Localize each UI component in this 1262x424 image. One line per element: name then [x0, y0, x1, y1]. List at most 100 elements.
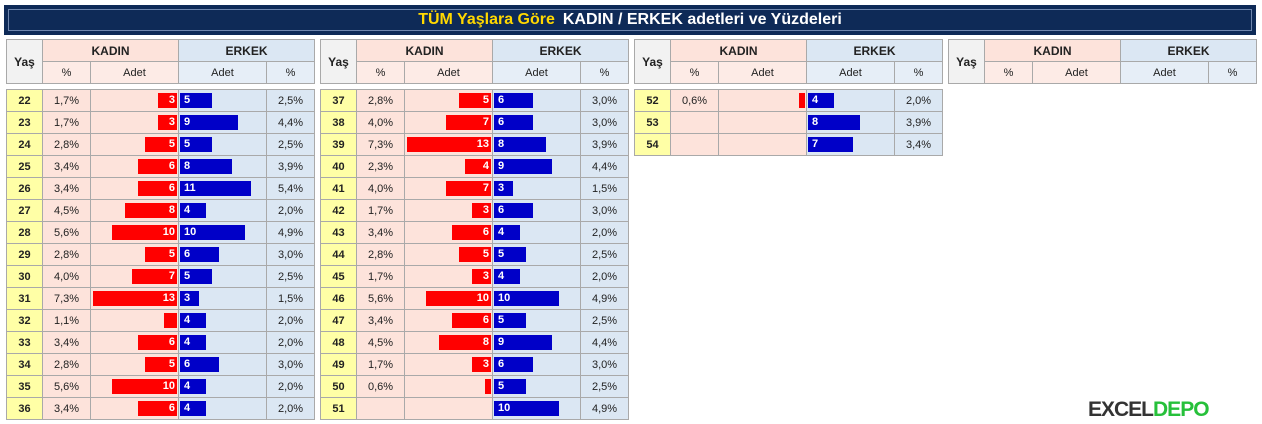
yas-header: Yaş — [6, 39, 43, 84]
kadin-bar: 8 — [125, 203, 177, 218]
table-row: 47 3,4% 6 5 2,5% — [320, 309, 629, 332]
erkek-bar: 9 — [494, 335, 552, 350]
age-cell: 25 — [6, 155, 43, 178]
excel-depo-logo: EXCELDEPO — [1088, 398, 1210, 421]
erkek-pct-cell: 3,0% — [580, 111, 629, 134]
kadin-pct-cell: 4,5% — [42, 199, 91, 222]
table-row: 22 1,7% 3 5 2,5% — [6, 89, 315, 112]
erkek-bar: 3 — [494, 181, 513, 196]
kadin-bar: 10 — [426, 291, 491, 306]
table-row: 34 2,8% 5 6 3,0% — [6, 353, 315, 376]
table-row: 33 3,4% 6 4 2,0% — [6, 331, 315, 354]
age-cell: 54 — [634, 133, 671, 156]
erkek-bar: 5 — [494, 247, 526, 262]
age-cell: 35 — [6, 375, 43, 398]
table-row: 50 0,6% 5 2,5% — [320, 375, 629, 398]
kadin-bar: 5 — [145, 247, 177, 262]
erkek-adet-cell: 3 — [492, 177, 581, 200]
table-row: 38 4,0% 7 6 3,0% — [320, 111, 629, 134]
kadin-adet-cell: 5 — [90, 353, 179, 376]
kadin-adet-cell: 3 — [90, 111, 179, 134]
erkek-pct-cell: 3,0% — [266, 353, 315, 376]
table-row: 28 5,6% 10 10 4,9% — [6, 221, 315, 244]
kadin-adet-cell: 6 — [90, 155, 179, 178]
kadin-pct-cell: 2,8% — [356, 89, 405, 112]
kadin-pct-cell: 1,7% — [42, 111, 91, 134]
age-cell: 37 — [320, 89, 357, 112]
erkek-bar: 5 — [180, 269, 212, 284]
erkek-adet-cell: 4 — [178, 309, 267, 332]
kadin-pct-cell: 4,0% — [356, 111, 405, 134]
erkek-adet-cell: 11 — [178, 177, 267, 200]
kadin-bar: 5 — [145, 357, 177, 372]
erkek-adet-cell: 6 — [492, 199, 581, 222]
table-row: 29 2,8% 5 6 3,0% — [6, 243, 315, 266]
kadin-adet-cell: 6 — [404, 221, 493, 244]
erkek-bar: 6 — [180, 247, 219, 262]
erkek-bar: 9 — [180, 115, 238, 130]
kadin-header: KADIN — [984, 39, 1121, 62]
age-cell: 42 — [320, 199, 357, 222]
table-row: 43 3,4% 6 4 2,0% — [320, 221, 629, 244]
erkek-pct-cell: 3,9% — [266, 155, 315, 178]
kadin-pct-cell: 1,7% — [356, 265, 405, 288]
erkek-adet-cell: 6 — [492, 111, 581, 134]
erkek-adet-cell: 9 — [492, 331, 581, 354]
erkek-adet-cell: 10 — [492, 397, 581, 420]
age-cell: 31 — [6, 287, 43, 310]
erkek-pct-cell: 2,0% — [580, 221, 629, 244]
kadin-adet-cell: 3 — [90, 89, 179, 112]
erkek-pct-header: % — [894, 61, 943, 84]
kadin-pct-cell: 2,8% — [42, 353, 91, 376]
erkek-adet-cell: 5 — [492, 375, 581, 398]
erkek-bar: 8 — [180, 159, 232, 174]
age-cell: 30 — [6, 265, 43, 288]
erkek-adet-cell: 5 — [178, 89, 267, 112]
age-cell: 28 — [6, 221, 43, 244]
kadin-adet-cell: 6 — [90, 331, 179, 354]
kadin-pct-cell: 4,0% — [42, 265, 91, 288]
table-row: 53 8 3,9% — [634, 111, 943, 134]
erkek-pct-cell: 3,9% — [580, 133, 629, 156]
erkek-bar: 4 — [180, 401, 206, 416]
kadin-adet-cell: 10 — [90, 221, 179, 244]
table-row: 35 5,6% 10 4 2,0% — [6, 375, 315, 398]
table-row: 25 3,4% 6 8 3,9% — [6, 155, 315, 178]
kadin-bar: 6 — [138, 159, 177, 174]
table-row: 54 7 3,4% — [634, 133, 943, 156]
erkek-bar: 10 — [494, 401, 559, 416]
table-data-3: 52 0,6% 4 2,0% 53 8 3,9% 54 7 3,4% — [634, 89, 943, 156]
erkek-pct-cell: 3,9% — [894, 111, 943, 134]
erkek-pct-cell: 2,5% — [580, 309, 629, 332]
table-row: 42 1,7% 3 6 3,0% — [320, 199, 629, 222]
erkek-adet-cell: 4 — [178, 397, 267, 420]
kadin-pct-cell: 3,4% — [42, 331, 91, 354]
kadin-pct-cell — [670, 133, 719, 156]
erkek-bar: 6 — [180, 357, 219, 372]
erkek-pct-header: % — [266, 61, 315, 84]
age-cell: 49 — [320, 353, 357, 376]
erkek-bar: 8 — [494, 137, 546, 152]
erkek-bar: 8 — [808, 115, 860, 130]
kadin-bar: 7 — [132, 269, 177, 284]
kadin-bar — [485, 379, 491, 394]
erkek-adet-cell: 7 — [806, 133, 895, 156]
age-cell: 32 — [6, 309, 43, 332]
kadin-bar: 8 — [439, 335, 491, 350]
erkek-pct-cell: 2,0% — [894, 89, 943, 112]
table-row: 41 4,0% 7 3 1,5% — [320, 177, 629, 200]
erkek-pct-cell: 4,9% — [580, 287, 629, 310]
age-cell: 52 — [634, 89, 671, 112]
kadin-bar: 5 — [459, 247, 491, 262]
table-row: 48 4,5% 8 9 4,4% — [320, 331, 629, 354]
erkek-adet-header: Adet — [1120, 61, 1209, 84]
table-header-1: Yaş KADIN ERKEK% Adet Adet% — [6, 39, 315, 84]
age-cell: 36 — [6, 397, 43, 420]
erkek-pct-cell: 2,5% — [580, 243, 629, 266]
kadin-bar: 3 — [472, 357, 491, 372]
table-row: 31 7,3% 13 3 1,5% — [6, 287, 315, 310]
kadin-pct-cell: 2,3% — [356, 155, 405, 178]
kadin-adet-cell: 5 — [90, 133, 179, 156]
erkek-bar: 7 — [808, 137, 853, 152]
kadin-pct-cell: 3,4% — [42, 177, 91, 200]
